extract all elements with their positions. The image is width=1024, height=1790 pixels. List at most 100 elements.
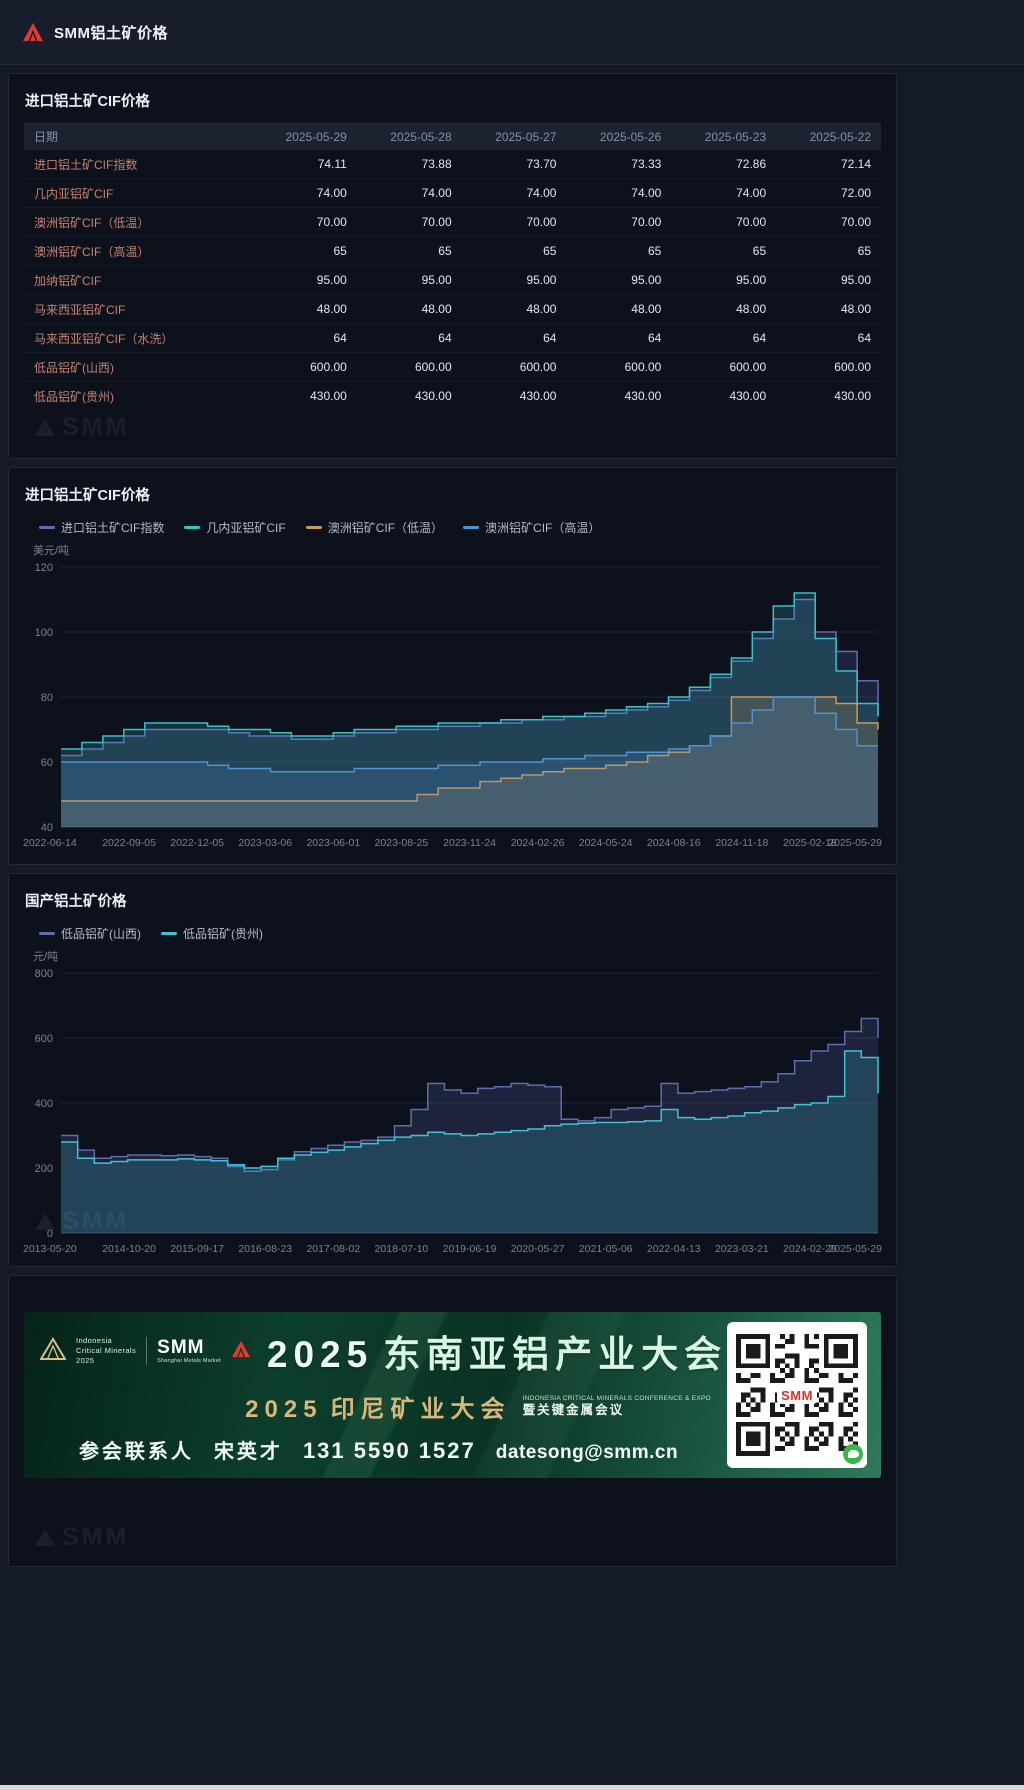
- price-value: 430.00: [519, 389, 557, 403]
- price-value: 74.00: [252, 178, 357, 208]
- row-label[interactable]: 马来西亚铝矿CIF: [24, 294, 252, 324]
- smm-triangle-icon: [231, 1340, 251, 1363]
- price-value: 600.00: [776, 352, 881, 382]
- y-tick-label: 400: [35, 1098, 53, 1110]
- price-value: 73.88: [356, 150, 462, 179]
- table-row: 澳洲铝矿CIF（低温） 70.00 70.00 70.00 70.00 70.00 70.0…: [24, 207, 881, 237]
- chart-canvas[interactable]: 40 60 80 100 120 美元/吨 2022-06-14 2022-09-05 2022…: [21, 541, 884, 853]
- col-header: 2025-05-26: [566, 123, 672, 150]
- price-value: 72.14: [776, 150, 881, 179]
- app-header: SMM铝土矿价格: [0, 0, 1024, 65]
- col-header: 2025-05-28: [356, 123, 462, 150]
- y-tick-label: 0: [47, 1228, 53, 1240]
- x-tick-label: 2014-10-20: [102, 1243, 156, 1255]
- x-tick-label: 2015-09-17: [170, 1243, 224, 1255]
- price-value: 65: [671, 236, 777, 266]
- y-tick-label: 600: [35, 1033, 53, 1045]
- qr-code[interactable]: SMM: [727, 1322, 867, 1468]
- price-value: 65: [356, 236, 462, 266]
- legend-label: 澳洲铝矿CIF（高温）: [485, 520, 601, 535]
- table-row: 低品铝矿(贵州) 430.00 430.00 430.00 430.00 430.00 43…: [24, 382, 881, 411]
- price-value: 95.00: [461, 265, 567, 295]
- price-value: 70.00: [461, 207, 567, 237]
- table-row: 进口铝土矿CIF指数 74.11 73.88 73.70 73.33 72.86 72.14: [24, 150, 881, 179]
- row-label[interactable]: 进口铝土矿CIF指数: [24, 150, 252, 179]
- price-value: 74.00: [671, 178, 777, 208]
- x-tick-label: 2018-07-10: [375, 1243, 429, 1255]
- legend-item[interactable]: 低品铝矿(山西): [39, 925, 141, 942]
- price-value: 48.00: [671, 294, 777, 324]
- cif-chart-title: 进口铝土矿CIF价格: [25, 488, 150, 504]
- price-value: 74.11: [252, 150, 357, 179]
- row-label[interactable]: 澳洲铝矿CIF（高温）: [24, 236, 252, 266]
- row-label[interactable]: 几内亚铝矿CIF: [24, 178, 252, 208]
- x-tick-label: 2025-05-29: [828, 837, 882, 849]
- series-line[interactable]: [61, 592, 879, 750]
- row-label[interactable]: 澳洲铝矿CIF（低温）: [24, 207, 252, 237]
- legend-label: 几内亚铝矿CIF: [206, 520, 286, 535]
- series-line[interactable]: [61, 1050, 879, 1169]
- legend-item[interactable]: 进口铝土矿CIF指数: [39, 519, 164, 536]
- price-value: 430.00: [310, 389, 347, 403]
- price-value: 48.00: [566, 294, 672, 324]
- price-table: 日期 2025-05-29 2025-05-28 2025-05-27 2025-05-…: [24, 123, 881, 410]
- price-value: 65: [776, 236, 881, 266]
- banner-sub-title: 2025 印尼矿业大会: [245, 1396, 511, 1423]
- legend-item[interactable]: 低品铝矿(贵州): [161, 925, 263, 942]
- legend-item[interactable]: 几内亚铝矿CIF: [184, 519, 286, 536]
- domestic-chart[interactable]: 0 200 400 600 800 元/吨 2013-05-20 2014-10-20 2015…: [21, 947, 884, 1259]
- contact-name: 宋英才: [213, 1441, 283, 1463]
- legend-item[interactable]: 澳洲铝矿CIF（低温）: [305, 519, 443, 536]
- x-tick-label: 2023-06-01: [306, 837, 360, 849]
- banner-content: Indonesia Critical Minerals 2025 SMM Sha…: [24, 1312, 727, 1478]
- legend-label: 低品铝矿(山西): [61, 926, 141, 941]
- series-line[interactable]: [61, 598, 879, 757]
- cif-chart[interactable]: 40 60 80 100 120 美元/吨 2022-06-14 2022-09-05 2022…: [21, 541, 884, 853]
- conference-banner[interactable]: Indonesia Critical Minerals 2025 SMM Sha…: [24, 1312, 881, 1478]
- y-tick-label: 200: [35, 1163, 53, 1175]
- series-area: [61, 697, 878, 827]
- x-tick-label: 2020-05-27: [511, 1243, 565, 1255]
- x-tick-label: 2022-09-05: [102, 837, 156, 849]
- row-label[interactable]: 低品铝矿(山西): [24, 352, 252, 382]
- price-value: 64: [776, 323, 881, 353]
- table-row: 几内亚铝矿CIF 74.00 74.00 74.00 74.00 74.00 72.00: [24, 178, 881, 208]
- price-value: 430.00: [834, 389, 871, 403]
- x-tick-label: 2022-12-05: [170, 837, 224, 849]
- series-line[interactable]: [61, 1017, 879, 1173]
- wechat-icon: [843, 1444, 863, 1464]
- x-tick-label: 2019-06-19: [443, 1243, 497, 1255]
- x-tick-label: 2024-11-18: [715, 837, 768, 849]
- chart-canvas[interactable]: 0 200 400 600 800 元/吨 2013-05-20 2014-10-20 2015…: [21, 947, 884, 1259]
- col-header: 2025-05-23: [671, 123, 777, 150]
- price-value: 95.00: [776, 265, 881, 295]
- price-value: 72.00: [776, 178, 881, 208]
- row-label[interactable]: 低品铝矿(贵州): [34, 389, 114, 404]
- price-value: 95.00: [671, 265, 777, 295]
- price-value: 74.00: [566, 178, 672, 208]
- series-line[interactable]: [61, 696, 879, 802]
- smm-logo-icon: [22, 22, 44, 42]
- y-axis-unit: 元/吨: [33, 950, 58, 963]
- cif-chart-legend: 进口铝土矿CIF指数 几内亚铝矿CIF 澳洲铝矿CIF（低温） 澳洲铝矿CIF（高温）: [9, 515, 896, 541]
- price-value: 70.00: [671, 207, 777, 237]
- price-table-wrapper: 日期 2025-05-29 2025-05-28 2025-05-27 2025-05-…: [9, 121, 896, 410]
- row-label[interactable]: 加纳铝矿CIF: [24, 265, 252, 295]
- price-value: 600.00: [461, 352, 567, 382]
- price-value: 64: [461, 323, 567, 353]
- x-tick-label: 2025-05-29: [828, 1243, 882, 1255]
- legend-item[interactable]: 澳洲铝矿CIF（高温）: [463, 519, 600, 536]
- row-label[interactable]: 马来西亚铝矿CIF（水洗）: [24, 323, 252, 353]
- table-row: 马来西亚铝矿CIF（水洗） 64 64 64 64 64 64: [24, 323, 881, 353]
- x-tick-label: 2017-08-02: [306, 1243, 360, 1255]
- price-value: 430.00: [624, 389, 662, 403]
- y-tick-label: 800: [35, 968, 53, 980]
- x-tick-label: 2022-04-13: [647, 1243, 701, 1255]
- price-value: 74.00: [461, 178, 567, 208]
- price-value: 70.00: [776, 207, 881, 237]
- series-area: [61, 1018, 878, 1233]
- series-line[interactable]: [61, 696, 878, 773]
- domestic-chart-title: 国产铝土矿价格: [25, 894, 127, 910]
- price-value: 430.00: [414, 389, 452, 403]
- legend-marker-icon: [184, 525, 201, 529]
